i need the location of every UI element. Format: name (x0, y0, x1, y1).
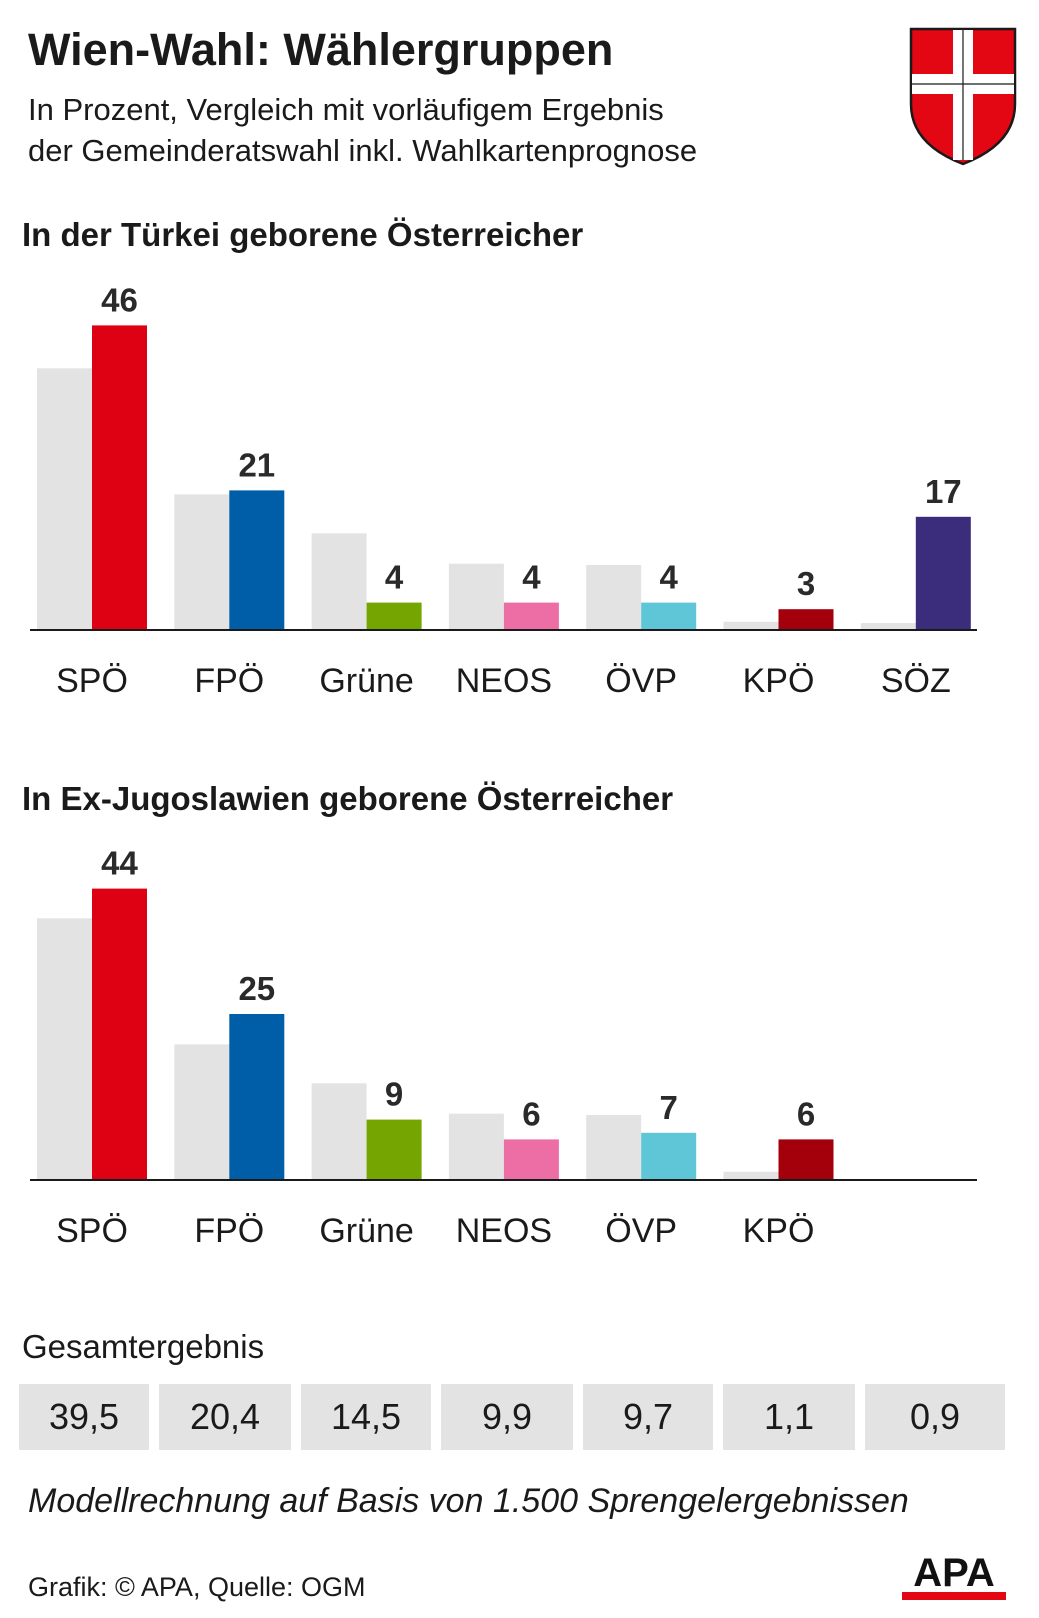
bar-neos (503, 1139, 559, 1179)
category-label-neos: NEOS (456, 662, 552, 700)
bar-kpoe (778, 1139, 834, 1179)
category-label-fpoe: FPÖ (194, 1212, 264, 1250)
bar-reference-neos (448, 563, 504, 629)
total-cell-fpoe: 20,4 (159, 1384, 291, 1450)
category-label-oevp: ÖVP (605, 662, 677, 700)
chart-ex-jugoslawien: 44 SPÖ 25 FPÖ 9 Grüne 6 NEOS 7 ÖVP 6 KPÖ (30, 845, 977, 1250)
total-cell-oevp: 9,7 (583, 1384, 713, 1450)
bar-spoe (92, 325, 147, 629)
total-cell-spoe: 39,5 (19, 1384, 149, 1450)
bar-spoe (92, 888, 147, 1179)
category-label-spoe: SPÖ (56, 1212, 128, 1250)
data-label-gruene: 4 (385, 559, 404, 596)
chart-tuerkei: 46 SPÖ 21 FPÖ 4 Grüne 4 NEOS 4 ÖVP 3 KPÖ 17 SÖZ (30, 281, 977, 700)
footnote: Modellrechnung auf Basis von 1.500 Spren… (28, 1482, 909, 1520)
bar-reference-fpoe (174, 1044, 230, 1179)
bar-gruene (366, 602, 422, 629)
data-label-spoe: 44 (101, 845, 138, 882)
data-label-kpoe: 6 (797, 1095, 815, 1132)
bar-gruene (366, 1119, 422, 1179)
bar-reference-kpoe (723, 621, 779, 629)
bar-reference-gruene (311, 533, 367, 629)
subtitle-line-2: der Gemeinderatswahl inkl. Wahlkartenpro… (28, 133, 698, 168)
bar-reference-soez (860, 623, 916, 629)
data-label-fpoe: 25 (238, 970, 275, 1007)
chart-2-title: In Ex-Jugoslawien geborene Österreicher (22, 780, 674, 817)
category-label-neos: NEOS (456, 1212, 552, 1250)
bar-reference-oevp (586, 1114, 642, 1179)
bar-reference-neos (448, 1113, 504, 1179)
data-label-soez: 17 (925, 473, 962, 510)
credit-line: Grafik: © APA, Quelle: OGM (28, 1572, 366, 1602)
data-label-oevp: 7 (660, 1089, 678, 1126)
totals-label: Gesamtergebnis (22, 1328, 265, 1365)
total-cell-gruene: 14,5 (301, 1384, 431, 1450)
data-label-neos: 6 (522, 1095, 540, 1132)
data-label-gruene: 9 (385, 1076, 403, 1113)
data-label-spoe: 46 (101, 281, 138, 318)
data-label-fpoe: 21 (238, 446, 275, 483)
category-label-oevp: ÖVP (605, 1212, 677, 1250)
category-label-spoe: SPÖ (56, 662, 128, 700)
page-title: Wien-Wahl: Wählergruppen (28, 24, 614, 75)
subtitle-line-1: In Prozent, Vergleich mit vorläufigem Er… (28, 92, 664, 127)
bar-fpoe (229, 1014, 285, 1179)
total-cell-soez: 0,9 (865, 1384, 1005, 1450)
bar-reference-gruene (311, 1083, 367, 1179)
category-label-kpoe: KPÖ (743, 1212, 815, 1250)
bar-soez (915, 516, 971, 629)
bar-reference-spoe (37, 368, 92, 629)
category-label-gruene: Grüne (319, 1212, 414, 1250)
category-label-soez: SÖZ (881, 662, 951, 700)
data-label-oevp: 4 (660, 559, 679, 596)
total-cell-neos: 9,9 (441, 1384, 573, 1450)
apa-logo: APA (902, 1551, 1006, 1600)
bar-oevp (641, 1132, 697, 1179)
total-cell-kpoe: 1,1 (723, 1384, 855, 1450)
data-label-neos: 4 (522, 559, 541, 596)
bar-reference-kpoe (723, 1171, 779, 1179)
chart-1-title: In der Türkei geborene Österreicher (22, 216, 584, 253)
category-label-kpoe: KPÖ (743, 662, 815, 700)
data-label-kpoe: 3 (797, 565, 815, 602)
bar-kpoe (778, 609, 834, 629)
apa-logo-text: APA (913, 1551, 994, 1595)
bar-neos (503, 602, 559, 629)
bar-fpoe (229, 490, 285, 629)
category-label-fpoe: FPÖ (194, 662, 264, 700)
bar-reference-spoe (37, 918, 92, 1179)
totals-row: 39,5 20,4 14,5 9,9 9,7 1,1 0,9 (19, 1384, 1029, 1450)
bar-reference-oevp (586, 564, 642, 629)
bar-oevp (641, 602, 697, 629)
category-label-gruene: Grüne (319, 662, 414, 700)
bar-reference-fpoe (174, 494, 230, 629)
vienna-coat-of-arms-icon (909, 27, 1017, 166)
